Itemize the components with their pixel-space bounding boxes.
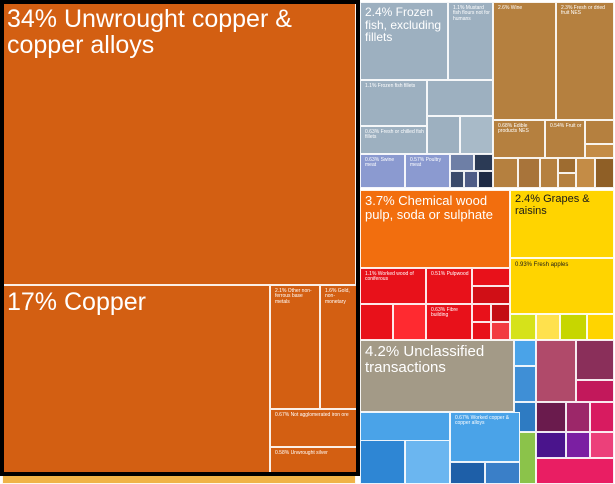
treemap-cell: [566, 402, 590, 432]
treemap-cell-label: 2.4% Frozen fish, excluding fillets: [365, 5, 442, 45]
treemap-cell: 1.1% Worked wood of coniferous: [360, 268, 426, 304]
treemap-cell: 17% Copper: [2, 285, 270, 473]
treemap-cell: [2, 474, 356, 484]
treemap-cell: [405, 440, 450, 484]
treemap-cell-label: 0.58% Unwrought silver: [275, 450, 328, 456]
treemap-cell: 0.67% Not agglomerated iron ore: [270, 409, 358, 447]
treemap-cell: 4.2% Unclassified transactions: [360, 340, 514, 412]
treemap-cell-label: 4.2% Unclassified transactions: [365, 343, 485, 376]
treemap-cell: [536, 340, 576, 402]
treemap-cell-label: 2.3% Fresh or dried fruit NES: [561, 5, 605, 17]
treemap-cell: 2.4% Frozen fish, excluding fillets: [360, 2, 448, 80]
treemap-cell-label: 17% Copper: [7, 288, 146, 316]
treemap-cell: 2.4% Grapes & raisins: [510, 190, 614, 258]
treemap-cell: [536, 432, 566, 458]
treemap-cell-label: 0.57% Poultry meat: [410, 157, 442, 169]
treemap-cell: [566, 432, 590, 458]
treemap-cell-label: 0.67% Not agglomerated iron ore: [275, 412, 349, 418]
treemap-cell: [360, 304, 393, 340]
treemap-cell-label: 34% Unwrought copper & copper alloys: [7, 5, 292, 60]
treemap-cell: [585, 120, 614, 144]
treemap-cell-label: 1.6% Gold, non-monetary: [325, 288, 350, 305]
treemap-cell: 0.68% Edible products NES: [493, 120, 545, 158]
treemap-cell: 0.57% Poultry meat: [405, 154, 450, 188]
treemap-cell: [491, 304, 510, 322]
treemap-cell-label: 0.54% Fruit or: [550, 123, 582, 129]
treemap-cell: 3.7% Chemical wood pulp, soda or sulphat…: [360, 190, 510, 268]
treemap-cell: 0.63% Swine meat: [360, 154, 405, 188]
treemap-cell-label: 1.1% Frozen fish fillets: [365, 83, 416, 89]
treemap-cell: 2.6% Wine: [493, 2, 556, 120]
treemap-cell: [536, 458, 614, 484]
treemap-cell: [536, 314, 560, 340]
treemap-cell-label: 0.67% Worked copper & copper alloys: [455, 415, 510, 427]
treemap-cell-label: 0.63% Fresh or chilled fish fillets: [365, 129, 424, 141]
treemap-cell: 0.58% Unwrought silver: [270, 447, 358, 473]
treemap-cell: [510, 314, 536, 340]
treemap-cell-label: 0.51% Pulpwood: [431, 271, 469, 277]
treemap-cell: [427, 116, 460, 154]
treemap-cell: [427, 80, 493, 116]
treemap-cell: [450, 171, 464, 188]
treemap-cell: [558, 173, 576, 188]
treemap-cell: [472, 268, 510, 286]
treemap-cell: [536, 402, 566, 432]
treemap-cell: [518, 158, 540, 188]
treemap-cell: [450, 462, 485, 484]
treemap-cell-label: 2.1% Other non-ferrous base metals: [275, 288, 312, 305]
treemap-cell: 1.1% Frozen fish fillets: [360, 80, 427, 126]
treemap-cell: [576, 340, 614, 380]
treemap-cell-label: 0.63% Swine meat: [365, 157, 395, 169]
treemap-cell: 0.63% Fibre building: [426, 304, 472, 340]
treemap-cell: 0.63% Fresh or chilled fish fillets: [360, 126, 427, 154]
treemap-cell: 0.67% Worked copper & copper alloys: [450, 412, 520, 462]
treemap-cell: [491, 322, 510, 340]
treemap-cell: [474, 154, 493, 171]
treemap-cell-label: 0.68% Edible products NES: [498, 123, 529, 135]
treemap-cell: [460, 116, 493, 154]
treemap-cell: 2.1% Other non-ferrous base metals: [270, 285, 320, 409]
treemap-cell: 1.6% Gold, non-monetary: [320, 285, 358, 409]
treemap-cell: [472, 304, 491, 322]
treemap-cell-label: 2.4% Grapes & raisins: [515, 193, 590, 217]
treemap-cell: [590, 432, 614, 458]
treemap-cell: [493, 158, 518, 188]
treemap-cell: [576, 158, 595, 188]
treemap-cell-label: 0.63% Fibre building: [431, 307, 458, 319]
treemap-cell: 0.54% Fruit or: [545, 120, 585, 158]
treemap-cell: 1.1% Mustard fish flours not for humans: [448, 2, 493, 80]
treemap-cell: [540, 158, 558, 188]
treemap-cell-label: 1.1% Worked wood of coniferous: [365, 271, 414, 283]
treemap-cell: [450, 154, 474, 171]
treemap-cell: [478, 171, 493, 188]
treemap-cell: 0.93% Fresh apples: [510, 258, 614, 314]
treemap-cell-label: 1.1% Mustard fish flours not for humans: [453, 5, 490, 22]
treemap-cell: [585, 144, 614, 158]
treemap-cell: 34% Unwrought copper & copper alloys: [2, 2, 356, 285]
treemap-cell: [472, 286, 510, 304]
treemap-cell: 2.3% Fresh or dried fruit NES: [556, 2, 614, 120]
treemap-cell: [514, 340, 536, 366]
treemap-cell: [595, 158, 614, 188]
treemap-cell: [464, 171, 478, 188]
treemap-cell: [393, 304, 426, 340]
treemap-cell: [360, 440, 405, 484]
treemap-cell-label: 3.7% Chemical wood pulp, soda or sulphat…: [365, 193, 493, 222]
treemap-cell: [472, 322, 491, 340]
treemap-cell: [560, 314, 587, 340]
treemap-cell-label: 2.6% Wine: [498, 5, 523, 11]
treemap-cell: [514, 366, 536, 402]
treemap-cell: [485, 462, 520, 484]
treemap-cell: [590, 402, 614, 432]
treemap-cell: [576, 380, 614, 402]
treemap-cell: [587, 314, 614, 340]
treemap-cell-label: 0.93% Fresh apples: [515, 262, 569, 268]
treemap-cell: 0.51% Pulpwood: [426, 268, 472, 304]
treemap-cell: [558, 158, 576, 173]
